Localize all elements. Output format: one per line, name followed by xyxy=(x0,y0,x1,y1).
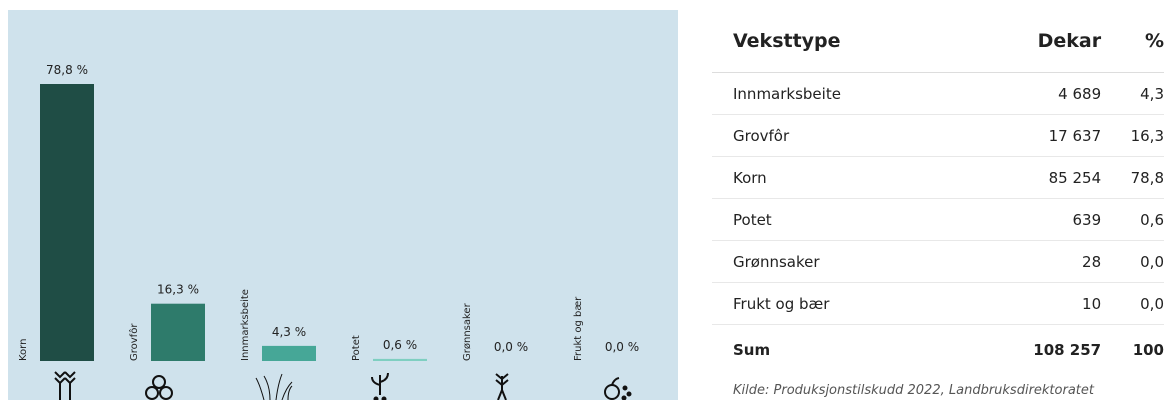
value-label: 4,3 % xyxy=(272,325,306,339)
table-body: Innmarksbeite 4 689 4,3 Grovfôr 17 637 16,3 Ko… xyxy=(712,72,1164,375)
bar xyxy=(40,84,94,361)
source: Kilde: Produksjonstilskudd 2022, Landbru… xyxy=(733,383,1094,398)
bar xyxy=(373,358,427,361)
cell: 108 257 xyxy=(973,324,1102,375)
table-panel: Veksttype Dekar % Innmarksbeite 4 689 4,3 G… xyxy=(712,10,1164,398)
cell: Grønnsaker xyxy=(712,240,974,283)
value-label: 0,0 % xyxy=(605,340,639,354)
category-label: Grovfôr xyxy=(128,323,140,361)
cell: Innmarksbeite xyxy=(712,72,974,115)
table-row: Innmarksbeite 4 689 4,3 xyxy=(712,72,1164,115)
icons xyxy=(54,371,632,400)
cell: Frukt og bær xyxy=(712,282,974,325)
cell: 78,8 xyxy=(1101,156,1164,199)
chart-background xyxy=(8,10,678,400)
value-label: 0,6 % xyxy=(383,338,417,352)
value-label: 0,0 % xyxy=(494,340,528,354)
header-cell: % xyxy=(1101,10,1164,73)
table-row: Frukt og bær 10 0,0 xyxy=(712,282,1164,325)
cell: 16,3 xyxy=(1101,114,1164,157)
table: Veksttype Dekar % Innmarksbeite 4 689 4,3 G… xyxy=(712,10,1164,375)
cell: 0,6 xyxy=(1101,198,1164,241)
cell: 28 xyxy=(973,240,1102,283)
table-row: Grovfôr 17 637 16,3 xyxy=(712,114,1164,157)
bar xyxy=(262,345,316,361)
bar xyxy=(151,303,205,361)
cell: 17 637 xyxy=(973,114,1102,157)
cell: 85 254 xyxy=(973,156,1102,199)
category-label: Korn xyxy=(18,339,29,361)
icon-gronnsaker xyxy=(495,373,509,400)
cell: 639 xyxy=(973,198,1102,241)
icon-frukt xyxy=(604,377,632,400)
cell: Korn xyxy=(712,156,974,199)
category-label: Frukt og bær xyxy=(573,296,584,361)
cell: 10 xyxy=(973,282,1102,325)
cell: 4,3 xyxy=(1101,72,1164,115)
cell: Sum xyxy=(712,324,974,375)
table-row: Grønnsaker 28 0,0 xyxy=(712,240,1164,283)
value-label: 16,3 % xyxy=(157,283,199,297)
category-label: Potet xyxy=(351,335,362,361)
chart: 78,8 % Korn 16,3 % Grovfôr 4,3 % Innmarksbeit… xyxy=(8,10,678,400)
category-label: Innmarksbeite xyxy=(240,289,251,361)
cell: Potet xyxy=(712,198,974,241)
cell: 4 689 xyxy=(973,72,1102,115)
icon-gress xyxy=(255,373,293,400)
cell: 100 xyxy=(1101,324,1164,375)
value-label: 78,8 % xyxy=(46,63,88,77)
header-cell: Veksttype xyxy=(712,10,974,73)
icon-korn xyxy=(54,371,76,400)
header-cell: Dekar xyxy=(973,10,1102,73)
cell: Grovfôr xyxy=(712,114,974,157)
table-row: Korn 85 254 78,8 xyxy=(712,156,1164,199)
table-row: Potet 639 0,6 xyxy=(712,198,1164,241)
icon-grovfor xyxy=(145,375,173,400)
icon-potet xyxy=(371,372,389,400)
cell: 0,0 xyxy=(1101,240,1164,283)
sum-row: Sum 108 257 100 xyxy=(712,324,1164,375)
category-label: Grønnsaker xyxy=(462,302,473,361)
header-row: Veksttype Dekar % xyxy=(712,10,1164,73)
cell: 0,0 xyxy=(1101,282,1164,325)
